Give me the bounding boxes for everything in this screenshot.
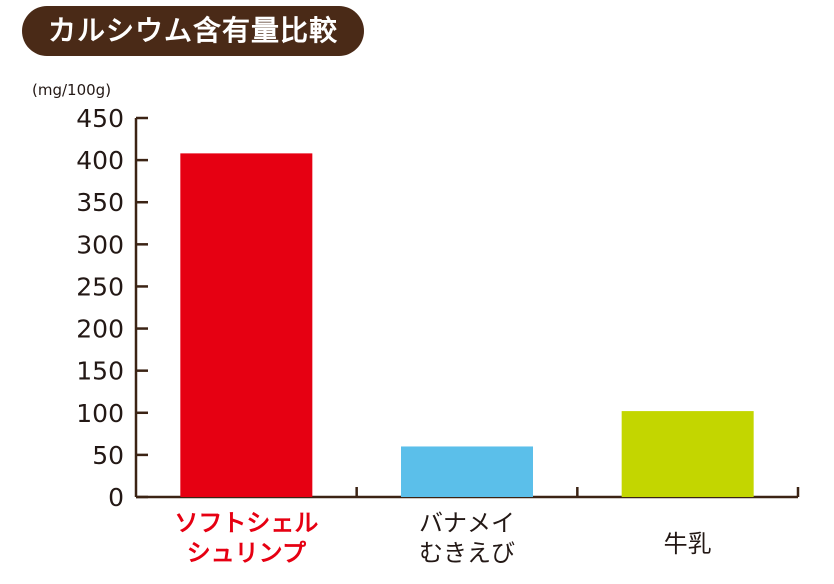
x-category-label: むきえび (419, 539, 515, 567)
chart-title: カルシウム含有量比較 (47, 14, 338, 47)
y-axis-unit-label: (mg/100g) (32, 81, 111, 99)
x-category-label: ソフトシェル (174, 509, 318, 537)
bar (401, 446, 533, 497)
y-tick-label: 300 (76, 230, 124, 259)
y-tick-label: 400 (76, 146, 124, 175)
bar (180, 153, 313, 497)
bar (621, 411, 754, 497)
x-category-label: 牛乳 (664, 530, 712, 558)
y-tick-label: 200 (76, 315, 124, 344)
chart-title-badge: カルシウム含有量比較 (22, 6, 364, 56)
y-tick-label: 100 (76, 399, 124, 428)
x-category-label: シュリンプ (187, 539, 307, 567)
y-tick-label: 350 (76, 188, 124, 217)
y-tick-label: 150 (76, 357, 124, 386)
y-tick-label: 250 (76, 272, 124, 301)
y-tick-label: 50 (92, 441, 124, 470)
y-tick-label: 450 (76, 104, 124, 133)
y-tick-label: 0 (108, 483, 124, 512)
x-category-label: バナメイ (419, 509, 515, 537)
